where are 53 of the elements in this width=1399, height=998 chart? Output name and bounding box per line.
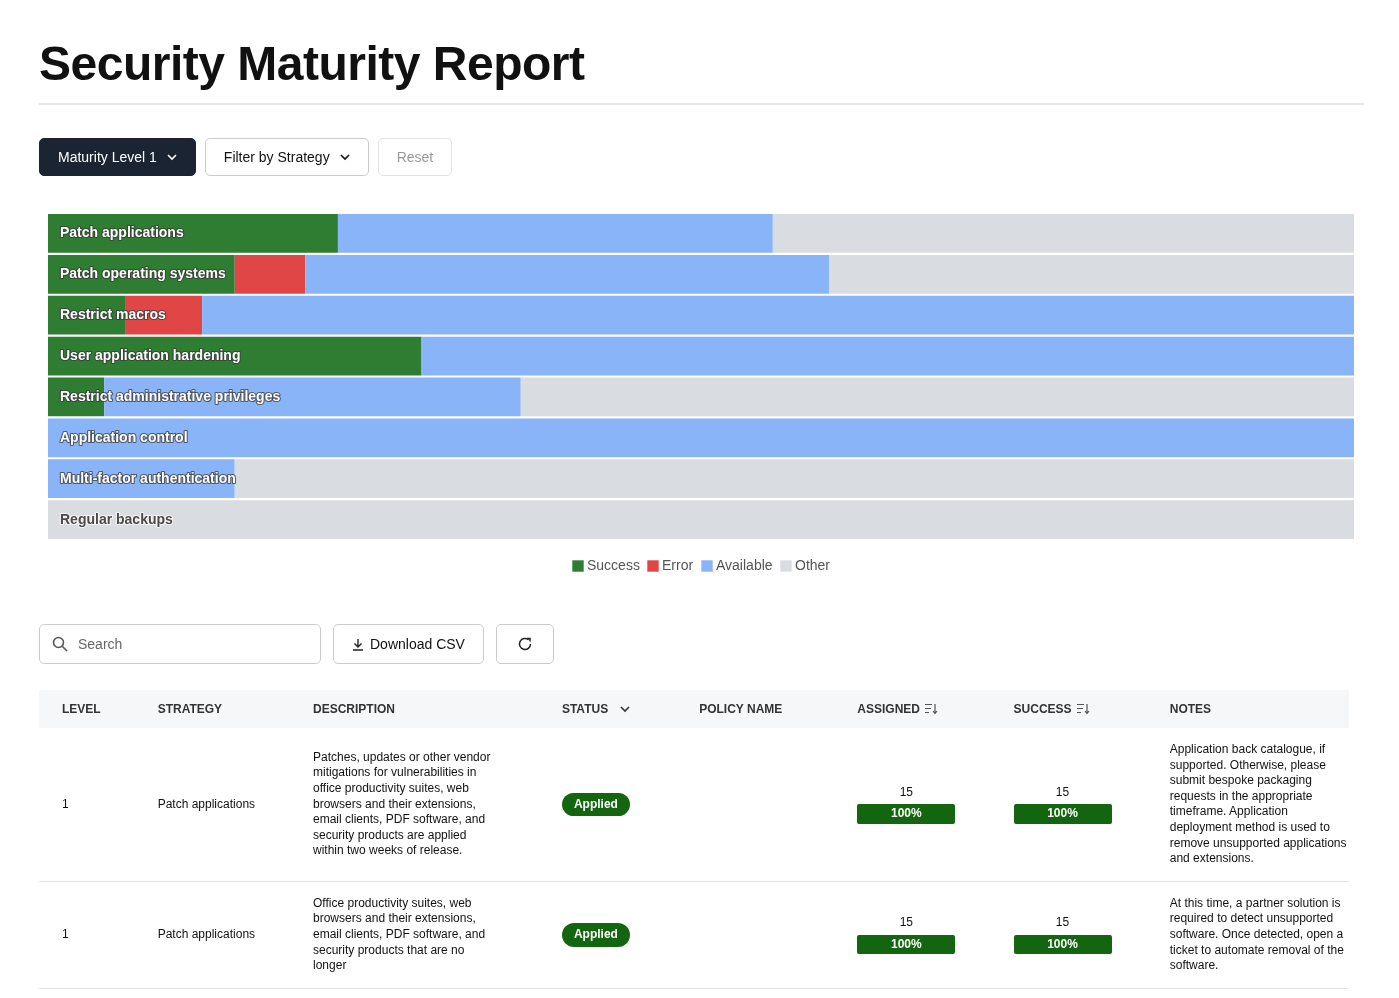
y-tick-label: Patch applications xyxy=(60,224,184,241)
text: Application back catalogue, if supported. Otherwise, please submit bespoke packaging requests in the appropriate timeframe. Application deployment method is used to remove unsupported applications and extensions. xyxy=(1169,742,1347,866)
bar xyxy=(48,500,1354,539)
bar xyxy=(337,214,773,253)
text: Download CSV xyxy=(370,636,465,652)
text: Applied xyxy=(561,792,630,817)
text: 100% xyxy=(1013,804,1112,824)
category-label: POLICY NAME xyxy=(699,702,783,716)
bar xyxy=(520,377,1354,417)
category-label: STATUS xyxy=(561,702,609,716)
bar xyxy=(772,214,1354,253)
text: 100% xyxy=(1013,934,1112,955)
bar xyxy=(202,295,1354,335)
bar xyxy=(234,254,306,294)
y-tick-label: Multi-factor authentication xyxy=(60,469,236,486)
text: Patches, updates or other vendor mitigations for vulnerabilities in office productivity suites, web browsers and their extensions, email clients, PDF software, and security products are applied within two weeks of release. xyxy=(313,749,491,858)
legend-label: Success xyxy=(587,557,640,573)
legend-label: Available xyxy=(716,557,773,573)
text: Applied xyxy=(561,922,630,947)
text: 15 xyxy=(1054,784,1071,801)
bar xyxy=(305,254,829,294)
text: Maturity Level 1 xyxy=(58,149,157,165)
category-label: NOTES xyxy=(1169,702,1212,716)
text: 1 xyxy=(62,926,69,941)
text: At this time, a partner solution is required to detect unsupported software. Once detected, open a ticket to automate removal of the software. xyxy=(1169,895,1344,973)
text: 100% xyxy=(857,934,956,955)
category-label: ASSIGNED xyxy=(857,702,921,716)
bar xyxy=(48,418,1354,458)
text: Search xyxy=(78,636,123,652)
y-tick-label: Patch operating systems xyxy=(60,265,226,282)
y-tick-label: Application control xyxy=(60,428,188,445)
legend-label: Other xyxy=(795,557,831,573)
text: Reset xyxy=(396,149,434,165)
bar xyxy=(828,254,1354,294)
bar xyxy=(421,336,1354,376)
category-label: LEVEL xyxy=(62,702,101,716)
category-label: SUCCESS xyxy=(1013,702,1072,716)
y-tick-label: Regular backups xyxy=(60,510,174,527)
text: 100% xyxy=(857,804,956,824)
category-label: STRATEGY xyxy=(157,702,223,716)
legend-label: Error xyxy=(662,557,694,573)
y-tick-label: User application hardening xyxy=(60,347,241,364)
text: Patch applications xyxy=(157,926,256,941)
text: 15 xyxy=(1054,915,1071,931)
text: 1 xyxy=(62,796,69,811)
text: Patch applications xyxy=(157,796,256,811)
bar xyxy=(234,459,1354,499)
text: 15 xyxy=(898,784,914,801)
text: Filter by Strategy xyxy=(223,149,330,165)
category-label: DESCRIPTION xyxy=(313,702,396,716)
text: 15 xyxy=(898,915,914,931)
chart-title: Security Maturity Report xyxy=(39,36,585,91)
text: Office productivity suites, web browsers and their extensions, email clients, PDF software, and security products that are no longer xyxy=(313,895,486,973)
